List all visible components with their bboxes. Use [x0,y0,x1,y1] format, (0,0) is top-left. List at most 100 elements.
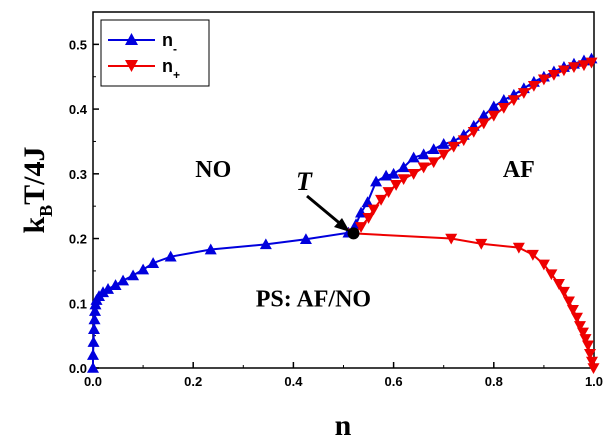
data-point [445,233,458,245]
data-point [390,180,403,191]
data-point [552,279,565,290]
x-tick-label: 0.4 [284,374,303,389]
data-point [497,102,510,114]
y-tick-label: 0.0 [69,361,87,376]
x-tick-label: 0.0 [84,374,102,389]
data-point [576,327,589,339]
data-point [375,194,388,206]
x-axis-title: n [335,409,352,441]
data-point [127,269,140,281]
y-tick-label: 0.1 [69,296,87,311]
x-tick-label: 0.6 [385,374,403,389]
region-label-af: AF [503,157,535,183]
data-point [109,279,122,290]
data-point [477,118,490,130]
data-point [437,149,450,161]
data-point [583,348,596,360]
data-point [87,349,99,360]
data-point [573,321,586,332]
legend-label-n-minus: n- [162,30,177,56]
data-point [407,151,420,163]
data-point [475,238,488,250]
data-point [457,135,470,147]
data-point [97,286,110,298]
data-point [526,249,539,261]
data-point [447,141,460,153]
data-point [137,263,150,275]
x-tick-label: 0.8 [485,374,503,389]
data-point [387,167,400,179]
series-line [353,232,595,369]
data-point [562,296,575,308]
region-label-ps: PS: AF/NO [256,287,371,313]
data-point [577,60,590,72]
data-point [517,88,530,99]
legend-marker-n-minus [125,33,138,45]
data-point [382,187,395,198]
data-point [427,157,440,169]
data-point [547,69,560,81]
data-point [147,257,160,268]
data-point [585,356,598,368]
tricritical-point [347,227,360,240]
data-point [88,323,101,334]
legend-marker-n-plus [125,60,138,72]
data-point [259,238,272,250]
data-point [204,243,217,255]
data-point [397,161,410,173]
data-point [89,305,102,316]
data-point [567,62,580,74]
data-point [557,286,570,298]
data-point [587,363,600,374]
region-label-no: NO [195,157,231,183]
y-tick-label: 0.5 [69,37,87,52]
data-point [566,304,579,316]
data-point [102,283,115,294]
data-point [585,57,598,69]
data-point [417,162,430,174]
data-point [164,250,177,262]
data-point [355,222,368,233]
data-point [487,110,500,122]
y-tick-label: 0.4 [69,102,88,117]
data-point [367,204,380,216]
data-point [512,242,525,254]
data-point [557,65,570,77]
data-point [117,274,130,286]
data-point [397,174,410,185]
x-tick-label: 0.2 [184,374,202,389]
legend-label-n-plus: n+ [162,56,180,82]
data-point [537,74,550,86]
data-point [427,143,440,155]
data-point [87,336,100,347]
data-point [507,95,520,107]
data-point [362,213,375,224]
data-point [487,100,500,112]
tricritical-label: T [296,167,313,196]
data-point [437,138,450,149]
y-tick-label: 0.3 [69,167,87,182]
data-point [88,313,101,325]
y-axis-title: kBT/4J [18,146,56,233]
data-point [477,109,490,121]
legend: n- n+ [100,19,210,87]
data-point [87,362,99,373]
data-point [537,259,550,271]
tricritical-arrow [306,194,344,228]
data-point [370,175,383,187]
series-lines [92,57,595,369]
x-tick-label: 1.0 [585,374,603,389]
data-point [581,340,594,352]
data-point [527,80,540,92]
data-point [407,169,420,180]
series-markers [87,52,600,374]
legend-box [100,19,210,87]
data-point [545,269,558,281]
data-point [299,233,312,244]
data-point [361,196,374,208]
data-point [497,94,510,105]
data-point [579,334,592,345]
data-point [467,126,480,138]
tricritical-arrow-head [334,218,350,232]
